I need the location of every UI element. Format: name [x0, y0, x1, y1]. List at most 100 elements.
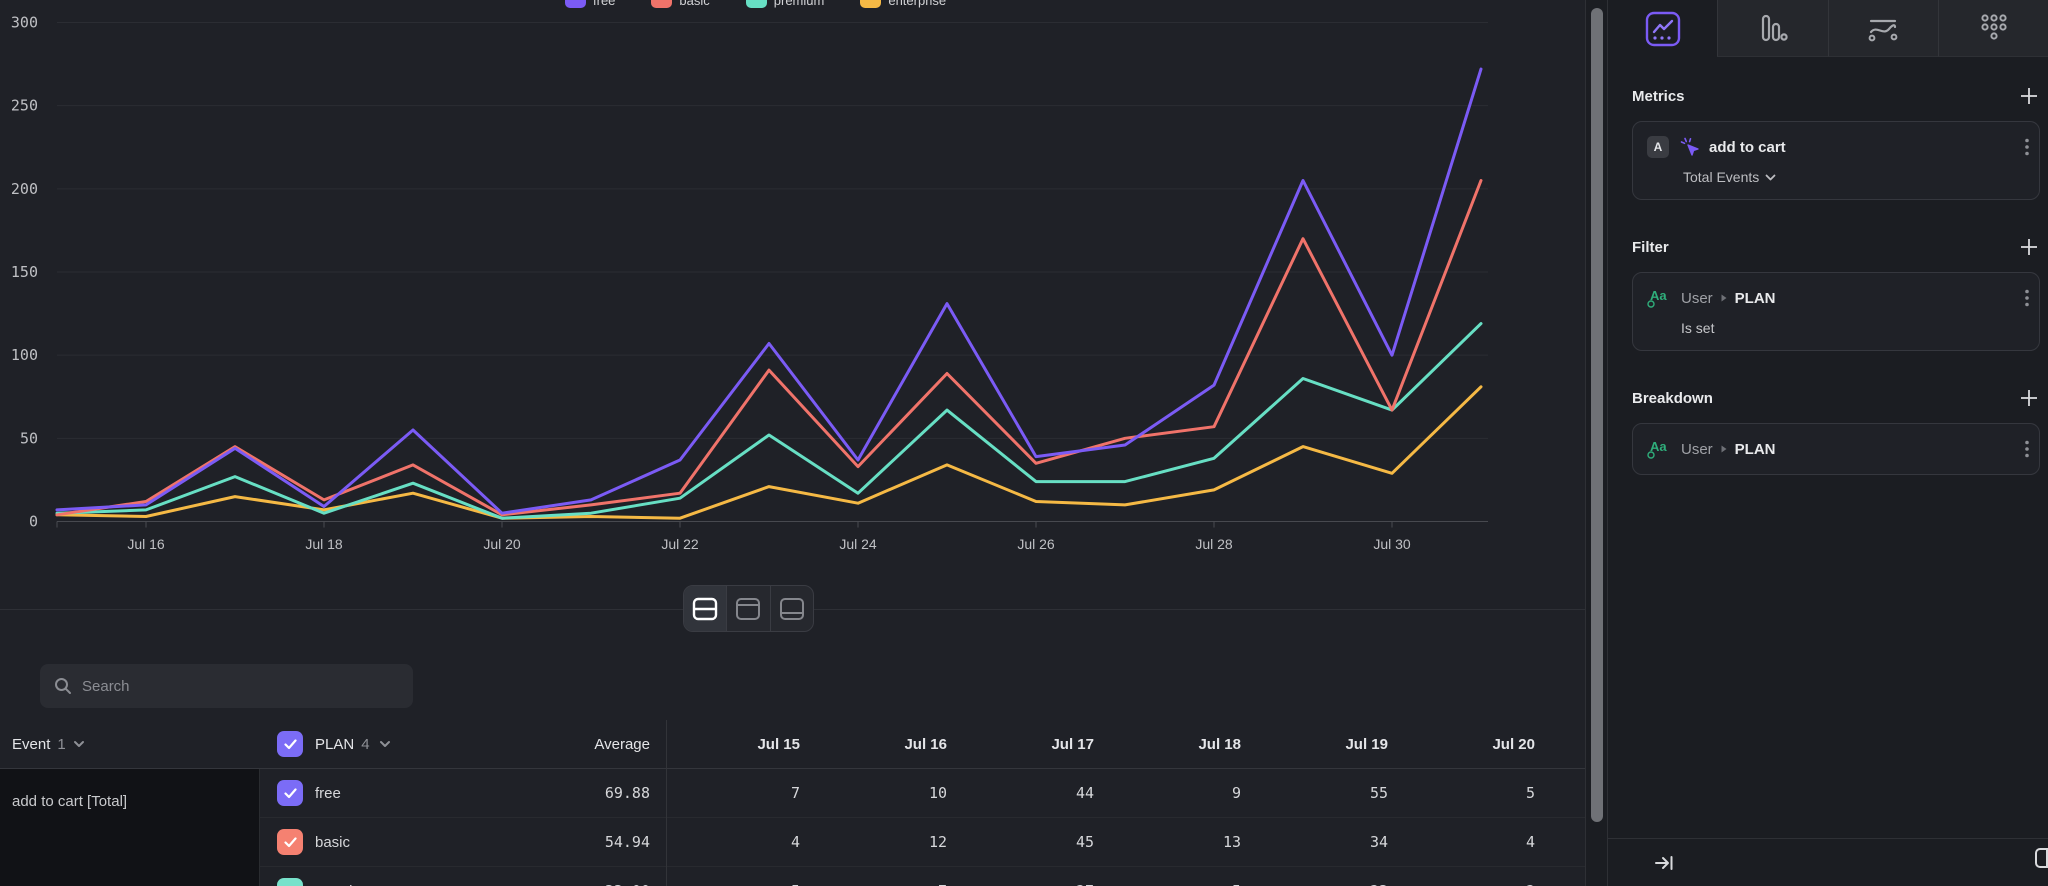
chevron-right-icon [1721, 294, 1727, 302]
layout-toggle-group [683, 585, 814, 632]
date-column-header[interactable]: Jul 18 [1198, 735, 1241, 753]
event-column-header[interactable]: Event 1 [0, 736, 260, 753]
row-day-value: 4 [1525, 833, 1535, 851]
add-filter-button[interactable] [2018, 236, 2040, 258]
date-headers: Jul 15 Jul 16 Jul 17 Jul 18 Jul 19 Jul 20 [666, 736, 1548, 753]
plan-header-count: 4 [361, 735, 370, 753]
event-header-label: Event [12, 735, 51, 753]
filter-card[interactable]: Aa User PLAN Is set [1632, 272, 2040, 351]
dots-grid-icon [1981, 14, 2007, 40]
date-column-header[interactable]: Jul 20 [1492, 735, 1535, 753]
series-line-enterprise[interactable] [55, 385, 1483, 520]
main-panel: free basic premium enterprise 0 50 100 150 200 2… [0, 0, 1585, 886]
tab-bar-chart[interactable] [1717, 0, 1828, 57]
row-checkbox[interactable] [277, 878, 303, 886]
breakdown-section-header: Breakdown [1632, 387, 2040, 409]
text-property-icon: Aa [1647, 288, 1667, 308]
table-only-button[interactable] [769, 586, 813, 631]
chevron-down-icon[interactable] [379, 740, 391, 748]
filter-operator-dropdown[interactable]: Is set [1647, 320, 2029, 336]
plan-select-all-checkbox[interactable] [277, 731, 303, 757]
row-day-value: 55 [1369, 784, 1388, 802]
plus-icon [2021, 239, 2037, 255]
plus-icon [2021, 390, 2037, 406]
y-axis-tick-label: 300 [11, 14, 38, 32]
metric-measure-dropdown[interactable]: Total Events [1647, 169, 2029, 185]
kebab-icon [2025, 440, 2029, 458]
legend-label: premium [773, 0, 825, 8]
tab-flows[interactable] [1827, 0, 1938, 57]
legend-item-free[interactable]: free [565, 0, 615, 8]
row-checkbox[interactable] [277, 829, 303, 855]
series-line-premium[interactable] [55, 322, 1483, 520]
tab-line-chart[interactable] [1608, 0, 1718, 57]
breakdown-options-button[interactable] [2025, 440, 2029, 458]
x-axis-tick-label: Jul 22 [661, 536, 699, 552]
legend-swatch [651, 0, 673, 8]
date-column-header[interactable]: Jul 16 [904, 735, 947, 753]
panel-layout-icon[interactable] [2034, 847, 2048, 874]
legend-item-premium[interactable]: premium [745, 0, 825, 8]
legend-item-basic[interactable]: basic [651, 0, 710, 8]
series-line-basic[interactable] [55, 179, 1483, 517]
date-column-header[interactable]: Jul 19 [1345, 735, 1388, 753]
plan-header-label[interactable]: PLAN [315, 735, 355, 753]
metric-event-name: add to cart [1709, 138, 1786, 156]
breakdown-title: Breakdown [1632, 389, 1713, 407]
check-icon [283, 836, 297, 847]
search-input[interactable] [82, 677, 399, 695]
query-sidebar: Metrics A add to [1608, 0, 2048, 886]
metrics-section-header: Metrics [1632, 85, 2040, 107]
date-column-header[interactable]: Jul 17 [1051, 735, 1094, 753]
y-axis-tick-label: 200 [11, 180, 38, 198]
y-axis-tick-label: 50 [20, 429, 38, 447]
legend-item-enterprise[interactable]: enterprise [860, 0, 946, 8]
metrics-title: Metrics [1632, 87, 1685, 105]
event-cursor-icon [1680, 137, 1699, 156]
metric-card[interactable]: A add to cart Total Event [1632, 121, 2040, 200]
add-metric-button[interactable] [2018, 85, 2040, 107]
split-view-button[interactable] [684, 586, 727, 631]
metric-measure-label: Total Events [1683, 169, 1760, 185]
row-day-value: 7 [813, 882, 960, 886]
date-column-header[interactable]: Jul 15 [757, 735, 800, 753]
event-name-cell[interactable]: add to cart [Total] [0, 769, 260, 886]
x-axis-tick-label: Jul 24 [839, 536, 877, 552]
collapse-panel-icon[interactable] [1654, 854, 1674, 872]
row-checkbox[interactable] [277, 780, 303, 806]
legend-swatch [745, 0, 767, 8]
series-line-free[interactable] [55, 67, 1483, 515]
tab-dots-grid[interactable] [1937, 0, 2048, 57]
sidebar-footer [1608, 838, 2048, 886]
chart-legend: free basic premium enterprise [565, 0, 946, 8]
row-day-value: 5 [1525, 784, 1535, 802]
filter-property: PLAN [1734, 289, 1776, 307]
x-axis-tick-label: Jul 26 [1017, 536, 1055, 552]
x-axis-tick-label: Jul 28 [1195, 536, 1233, 552]
breakdown-card[interactable]: Aa User PLAN [1632, 423, 2040, 475]
chart-only-button[interactable] [726, 586, 769, 631]
row-day-value: 7 [790, 784, 800, 802]
chevron-right-icon [1721, 445, 1727, 453]
svg-text:Aa: Aa [1650, 288, 1667, 303]
add-breakdown-button[interactable] [2018, 387, 2040, 409]
vertical-scrollbar[interactable] [1585, 0, 1608, 886]
plan-column-header: PLAN 4 Average [260, 731, 666, 757]
row-day-value: 45 [1075, 833, 1094, 851]
y-axis-tick-label: 250 [11, 97, 38, 115]
search-icon [55, 678, 71, 694]
metric-options-button[interactable] [2025, 138, 2029, 156]
average-column-divider [666, 720, 667, 886]
row-label-cell: basic 54.94 [260, 829, 666, 855]
breakdown-scope: User [1681, 440, 1713, 458]
line-chart[interactable]: 0 50 100 150 200 250 300 Jul 16 Jul 18 Jul 20 Jul … [0, 0, 1585, 560]
filter-section-header: Filter [1632, 236, 2040, 258]
breakdown-table: Event 1 PLAN 4 [0, 720, 1585, 886]
scrollbar-thumb[interactable] [1591, 8, 1603, 822]
row-series-name: premium [315, 883, 373, 886]
event-row-label: add to cart [Total] [12, 793, 128, 810]
filter-options-button[interactable] [2025, 289, 2029, 307]
x-axis-tick-label: Jul 16 [127, 536, 165, 552]
row-series-name: basic [315, 833, 351, 851]
kebab-icon [2025, 138, 2029, 156]
